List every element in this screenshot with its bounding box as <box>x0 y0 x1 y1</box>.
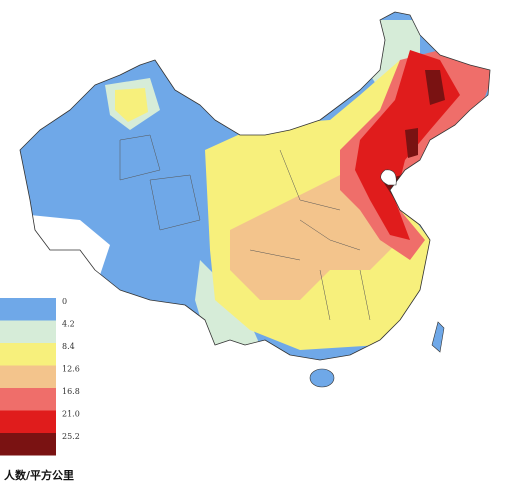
legend-label: 4.2 <box>62 320 75 329</box>
legend-swatch <box>0 320 56 343</box>
taiwan <box>431 321 445 353</box>
legend-label: 16.8 <box>62 387 80 396</box>
legend-label: 0 <box>62 297 67 306</box>
legend-swatch <box>0 410 56 433</box>
bohai-sea <box>380 169 397 186</box>
legend-swatch <box>0 433 56 456</box>
legend: 0 4.2 8.4 12.6 16.8 21.0 25.2 <box>0 297 80 456</box>
legend-swatch <box>0 388 56 411</box>
legend-label: 12.6 <box>62 365 80 374</box>
legend-label: 8.4 <box>62 342 75 351</box>
country-border <box>19 11 491 361</box>
legend-swatch <box>0 298 56 321</box>
legend-swatch <box>0 343 56 366</box>
hainan <box>309 368 335 388</box>
legend-title: 人数/平方公里 <box>4 468 74 482</box>
legend-swatch <box>0 365 56 388</box>
legend-label: 25.2 <box>62 432 80 441</box>
legend-label: 21.0 <box>62 410 80 419</box>
